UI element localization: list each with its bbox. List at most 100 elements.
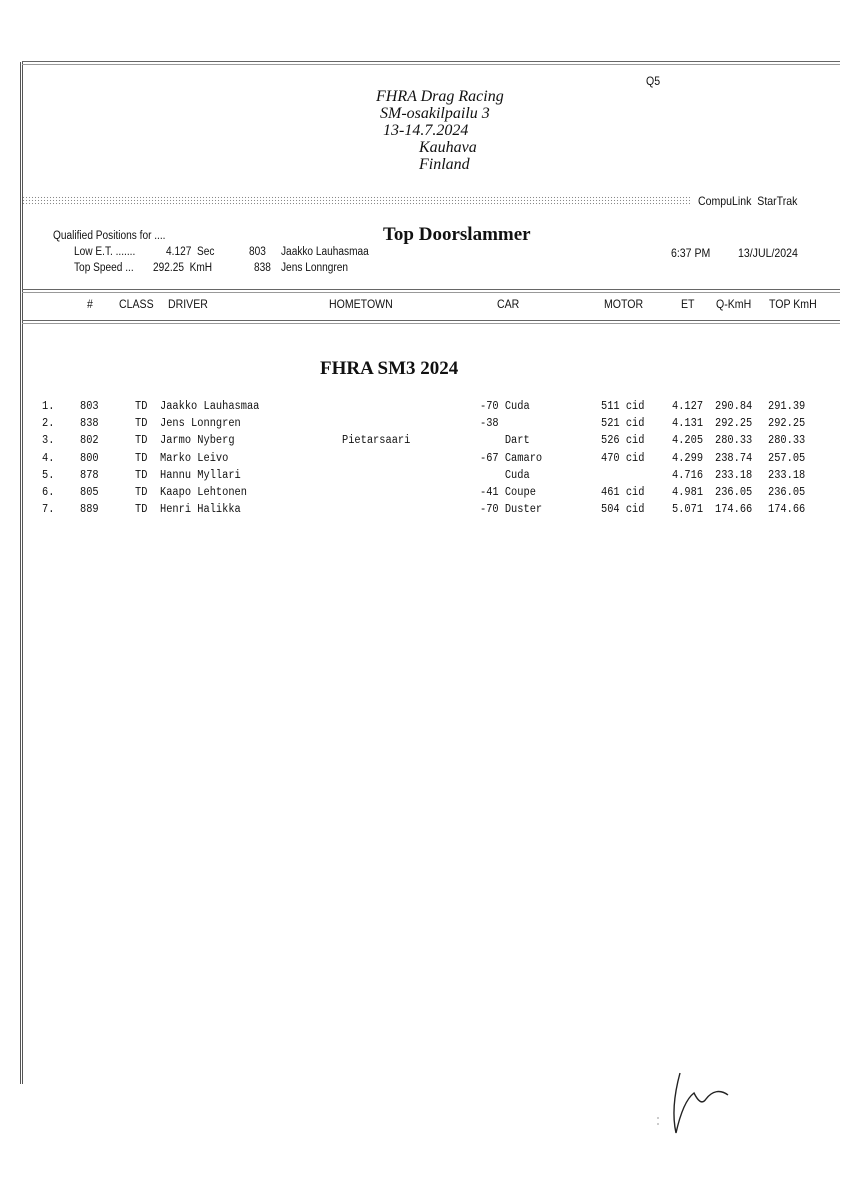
system-name: CompuLink StarTrak	[698, 194, 798, 208]
table-row: 6. 805 TD Kaapo Lehtonen -41 Coupe 461 cid 4.9…	[0, 486, 848, 503]
header-rule-top	[22, 289, 840, 293]
row-q-kmh: 292.25	[715, 417, 753, 431]
col-number: #	[87, 297, 93, 311]
row-position: 7.	[42, 503, 55, 517]
row-top-kmh: 257.05	[768, 451, 806, 465]
row-hometown: Pietarsaari	[342, 434, 411, 448]
table-row: 7. 889 TD Henri Halikka -70 Duster 504 cid 5.0…	[0, 503, 848, 520]
row-position: 6.	[42, 486, 55, 499]
row-et: 4.205	[672, 434, 704, 448]
low-et-driver: Jaakko Lauhasmaa	[281, 246, 369, 258]
col-car: CAR	[497, 297, 520, 311]
low-et-number: 803	[249, 246, 266, 258]
row-driver: Henri Halikka	[160, 503, 241, 517]
event-line-2: SM-osakilpailu 3	[380, 105, 490, 122]
row-motor: 511 cid	[601, 400, 645, 413]
left-border	[20, 62, 23, 1084]
row-number: 802	[80, 434, 99, 448]
row-et: 4.131	[672, 417, 704, 431]
col-et: ET	[681, 297, 695, 311]
row-car: Dart	[480, 434, 530, 448]
row-position: 1.	[42, 400, 55, 413]
row-car: -70 Cuda	[480, 400, 530, 413]
row-class: TD	[135, 417, 148, 431]
top-speed-value: 292.25 KmH	[153, 262, 213, 274]
row-car: Cuda	[480, 468, 530, 482]
table-row: 2. 838 TD Jens Lonngren -38 521 cid 4.131 292.2…	[0, 417, 848, 434]
row-class: TD	[135, 400, 148, 413]
dotted-band	[22, 196, 690, 205]
row-number: 805	[80, 486, 99, 499]
row-car: -41 Coupe	[480, 486, 536, 499]
row-position: 4.	[42, 451, 55, 465]
table-row: 1. 803 TD Jaakko Lauhasmaa -70 Cuda 511 cid 4.…	[0, 400, 848, 417]
col-hometown: HOMETOWN	[329, 297, 393, 311]
row-number: 800	[80, 451, 99, 465]
top-rule	[22, 61, 840, 65]
row-car: -67 Camaro	[480, 451, 543, 465]
row-top-kmh: 233.18	[768, 468, 806, 482]
low-et-value: 4.127 Sec	[166, 246, 215, 258]
row-driver: Kaapo Lehtonen	[160, 486, 247, 499]
row-et: 5.071	[672, 503, 704, 517]
row-top-kmh: 292.25	[768, 417, 806, 431]
row-class: TD	[135, 451, 148, 465]
row-q-kmh: 290.84	[715, 400, 753, 413]
table-row: 5. 878 TD Hannu Myllari Cuda 4.716 233.18 233.…	[0, 469, 848, 486]
col-motor: MOTOR	[604, 297, 644, 311]
row-position: 3.	[42, 434, 55, 448]
row-driver: Jarmo Nyberg	[160, 434, 235, 448]
row-number: 889	[80, 503, 99, 517]
col-driver: DRIVER	[168, 297, 208, 311]
row-position: 5.	[42, 468, 55, 482]
print-date: 13/JUL/2024	[738, 246, 798, 260]
row-driver: Jaakko Lauhasmaa	[160, 400, 260, 413]
section-title: FHRA SM3 2024	[320, 358, 459, 379]
top-speed-driver: Jens Lonngren	[281, 262, 348, 274]
row-et: 4.981	[672, 486, 704, 499]
row-driver: Hannu Myllari	[160, 468, 241, 482]
row-q-kmh: 174.66	[715, 503, 753, 517]
row-motor: 521 cid	[601, 417, 645, 431]
row-et: 4.716	[672, 468, 704, 482]
top-speed-label: Top Speed ...	[74, 262, 134, 274]
row-q-kmh: 236.05	[715, 486, 753, 499]
row-class: TD	[135, 468, 148, 482]
signature	[657, 1072, 729, 1134]
row-car: -70 Duster	[480, 503, 543, 517]
row-position: 2.	[42, 417, 55, 431]
row-number: 838	[80, 417, 99, 431]
row-top-kmh: 174.66	[768, 503, 806, 517]
table-row: 3. 802 TD Jarmo Nyberg Pietarsaari Dart 526 c…	[0, 434, 848, 451]
row-top-kmh: 236.05	[768, 486, 806, 499]
event-line-1: FHRA Drag Racing	[376, 88, 504, 105]
row-motor: 470 cid	[601, 451, 645, 465]
row-number: 878	[80, 468, 99, 482]
col-qkmh: Q-KmH	[716, 297, 752, 311]
page-code: Q5	[646, 74, 661, 88]
row-top-kmh: 280.33	[768, 434, 806, 448]
row-class: TD	[135, 434, 148, 448]
class-title: Top Doorslammer	[383, 224, 531, 245]
event-line-5: Finland	[419, 156, 470, 173]
header-rule-bottom	[22, 320, 840, 324]
event-line-3: 13-14.7.2024	[383, 122, 469, 139]
row-q-kmh: 233.18	[715, 468, 753, 482]
low-et-label: Low E.T. .......	[74, 246, 136, 258]
row-q-kmh: 280.33	[715, 434, 753, 448]
row-driver: Jens Lonngren	[160, 417, 241, 431]
row-motor: 461 cid	[601, 486, 645, 499]
row-motor: 526 cid	[601, 434, 645, 448]
event-line-4: Kauhava	[419, 139, 477, 156]
row-q-kmh: 238.74	[715, 451, 753, 465]
col-class: CLASS	[119, 297, 154, 311]
row-driver: Marko Leivo	[160, 451, 229, 465]
row-car: -38	[480, 417, 499, 431]
top-speed-number: 838	[254, 262, 271, 274]
row-class: TD	[135, 503, 148, 517]
table-row: 4. 800 TD Marko Leivo -67 Camaro 470 cid 4.299…	[0, 452, 848, 469]
qualified-label: Qualified Positions for ....	[53, 230, 166, 242]
print-time: 6:37 PM	[671, 246, 711, 260]
row-top-kmh: 291.39	[768, 400, 806, 413]
